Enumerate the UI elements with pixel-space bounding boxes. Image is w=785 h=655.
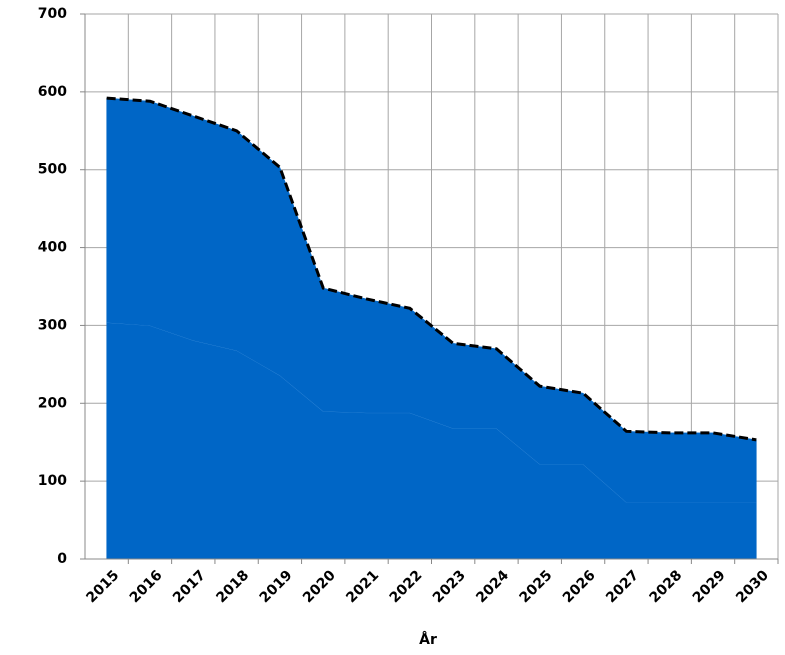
y-tick-label: 500	[38, 162, 67, 178]
x-tick-label: 2024	[473, 567, 512, 606]
x-tick-label: 2021	[343, 567, 382, 606]
y-tick-label: 700	[38, 6, 67, 22]
x-tick-label: 2020	[300, 567, 339, 606]
x-tick-label: 2029	[690, 567, 729, 606]
x-tick-label: 2030	[733, 567, 772, 606]
area	[106, 97, 757, 503]
x-tick-label: 2017	[170, 567, 209, 606]
x-tick-label: 2027	[603, 567, 642, 606]
x-axis-label: År	[419, 631, 437, 648]
x-tick-label: 2022	[387, 567, 426, 606]
x-tick-label: 2015	[83, 567, 122, 606]
y-tick-label: 600	[38, 84, 67, 100]
y-tick-label: 400	[38, 240, 67, 256]
x-tick-label: 2018	[213, 567, 252, 606]
total-line	[106, 96, 757, 442]
y-tick-label: 0	[57, 551, 67, 567]
x-tick-label: 2025	[517, 567, 556, 606]
x-tick-label: 2028	[647, 567, 686, 606]
x-tick-label: 2023	[430, 567, 469, 606]
y-tick-label: 300	[38, 317, 67, 333]
x-tick-label: 2019	[257, 567, 296, 606]
x-tick-label: 2016	[127, 567, 166, 606]
x-tick-label: 2026	[560, 567, 599, 606]
y-tick-label: 200	[38, 395, 67, 411]
y-tick-label: 100	[38, 473, 67, 489]
